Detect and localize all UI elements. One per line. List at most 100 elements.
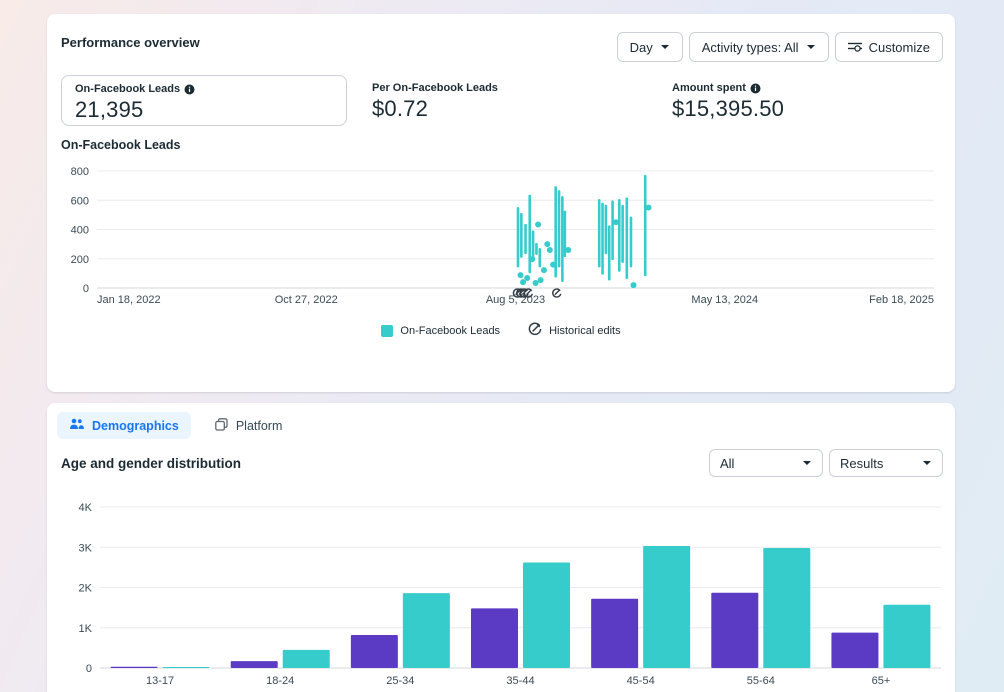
legend-on-facebook-leads: On-Facebook Leads: [381, 324, 501, 337]
x-axis-tick-label: 35-44: [506, 675, 534, 687]
y-axis-tick-label: 600: [71, 195, 89, 207]
historical-edit-marker[interactable]: [552, 288, 562, 298]
performance-overview-title: Performance overview: [61, 35, 200, 50]
performance-controls: Day Activity types: All Customize: [616, 32, 943, 62]
x-axis-tick-label: 13-17: [146, 675, 174, 687]
age-gender-distribution-title: Age and gender distribution: [61, 456, 242, 471]
gender-filter-dropdown[interactable]: All: [709, 449, 823, 477]
tab-label: Platform: [235, 418, 283, 433]
y-axis-tick-label: 1K: [79, 623, 93, 635]
metric-value: 21,395: [75, 97, 144, 122]
leads-point[interactable]: [612, 219, 619, 226]
legend-historical-edits: Historical edits: [528, 322, 621, 339]
bar-series_2_teal[interactable]: [643, 546, 691, 668]
bar-series_2_teal[interactable]: [402, 593, 450, 668]
breakdown-tabs: Demographics Platform: [57, 412, 294, 439]
dropdown-value: Results: [840, 455, 884, 471]
leads-point[interactable]: [535, 221, 542, 228]
x-axis-tick-label: 65+: [872, 675, 891, 687]
y-axis-tick-label: 200: [71, 254, 89, 266]
tab-demographics[interactable]: Demographics: [57, 412, 191, 439]
leads-point[interactable]: [630, 282, 637, 289]
dropdown-value: All: [720, 455, 735, 471]
bar-series_1_purple[interactable]: [711, 592, 759, 668]
history-icon: [554, 289, 561, 296]
bar-series_2_teal[interactable]: [523, 562, 570, 668]
x-axis-tick-label: 55-64: [747, 675, 775, 687]
x-axis-tick-label: 45-54: [627, 675, 655, 687]
y-axis-tick-label: 4K: [79, 502, 93, 514]
leads-point[interactable]: [532, 280, 539, 287]
bar-series_2_teal[interactable]: [162, 666, 210, 668]
breakdown-card: Demographics Platform Age and gender dis…: [47, 403, 955, 692]
x-axis-tick-label: Feb 18, 2025: [869, 294, 934, 306]
bar-series_1_purple[interactable]: [230, 661, 278, 668]
customize-sliders-icon: [847, 40, 862, 55]
chevron-down-icon: [806, 44, 816, 50]
leads-point[interactable]: [544, 241, 551, 248]
leads-point[interactable]: [537, 277, 544, 284]
metric-tiles: On-Facebook Leads 21,395 Per On-Facebook…: [61, 75, 941, 126]
metric-filter-dropdown[interactable]: Results: [829, 449, 943, 477]
bar-series_1_purple[interactable]: [471, 608, 518, 668]
y-axis-tick-label: 400: [71, 225, 89, 237]
bar-series_2_teal[interactable]: [282, 649, 330, 668]
leads-chart-title: On-Facebook Leads: [61, 138, 181, 152]
historical-edits-icon: [528, 322, 542, 339]
day-dropdown-button[interactable]: Day: [616, 32, 683, 62]
metric-amount-spent[interactable]: Amount spent $15,395.50: [659, 75, 797, 126]
history-icon: [552, 288, 562, 298]
metric-label: On-Facebook Leads: [75, 83, 181, 95]
day-dropdown-label: Day: [629, 39, 653, 55]
chevron-down-icon: [922, 460, 932, 466]
bar-series_1_purple[interactable]: [591, 598, 639, 668]
performance-overview-card: Performance overview Day Activity types:…: [47, 14, 955, 392]
leads-point[interactable]: [645, 204, 652, 211]
metric-value: $15,395.50: [672, 96, 785, 121]
leads-point[interactable]: [540, 267, 547, 274]
teal-swatch-icon: [381, 324, 394, 337]
leads-point[interactable]: [529, 256, 536, 263]
activity-types-label: Activity types: All: [701, 39, 799, 55]
legend-label: On-Facebook Leads: [400, 324, 501, 337]
activity-types-dropdown-button[interactable]: Activity types: All: [688, 32, 829, 62]
chevron-down-icon: [802, 460, 812, 466]
historical-edit-marker[interactable]: [523, 288, 533, 298]
y-axis-tick-label: 3K: [79, 542, 93, 554]
y-axis-tick-label: 800: [71, 166, 89, 178]
people-icon: [69, 418, 84, 433]
leads-point[interactable]: [565, 246, 572, 253]
x-axis-tick-label: 18-24: [266, 675, 294, 687]
age-gender-bar-chart: 0 1K 2K 3K 4K 13-17 18-24 25-34 35-44 45-54 55-64 6…: [79, 502, 941, 687]
x-axis-tick-label: 25-34: [386, 675, 414, 687]
leads-point[interactable]: [517, 272, 524, 279]
bar-series_1_purple[interactable]: [110, 666, 158, 668]
bar-series_1_purple[interactable]: [831, 632, 879, 668]
customize-label: Customize: [868, 39, 930, 55]
history-icon: [525, 289, 532, 296]
info-icon[interactable]: [750, 83, 761, 94]
x-axis-tick-label: Jan 18, 2022: [97, 294, 161, 306]
tab-label: Demographics: [92, 418, 179, 433]
leads-point[interactable]: [524, 275, 531, 282]
leads-point[interactable]: [546, 246, 553, 253]
bar-series_2_teal[interactable]: [763, 548, 811, 668]
y-axis-tick-label: 0: [83, 283, 89, 295]
metric-value: $0.72: [372, 96, 429, 121]
customize-button[interactable]: Customize: [834, 32, 943, 62]
leads-point[interactable]: [550, 261, 557, 268]
tab-platform[interactable]: Platform: [203, 412, 295, 439]
metric-on-facebook-leads[interactable]: On-Facebook Leads 21,395: [61, 75, 347, 126]
bar-series_1_purple[interactable]: [350, 634, 398, 668]
x-axis-tick-label: May 13, 2024: [691, 294, 758, 306]
bar-series_2_teal[interactable]: [883, 604, 931, 668]
history-icon: [523, 288, 533, 298]
metric-per-on-facebook-leads[interactable]: Per On-Facebook Leads $0.72: [359, 75, 511, 126]
info-icon[interactable]: [184, 84, 195, 95]
breakdown-filters: All Results: [709, 449, 943, 477]
metric-label: Per On-Facebook Leads: [372, 82, 498, 94]
leads-point[interactable]: [520, 279, 527, 286]
y-axis-tick-label: 2K: [79, 583, 93, 595]
metric-label: Amount spent: [672, 82, 746, 94]
